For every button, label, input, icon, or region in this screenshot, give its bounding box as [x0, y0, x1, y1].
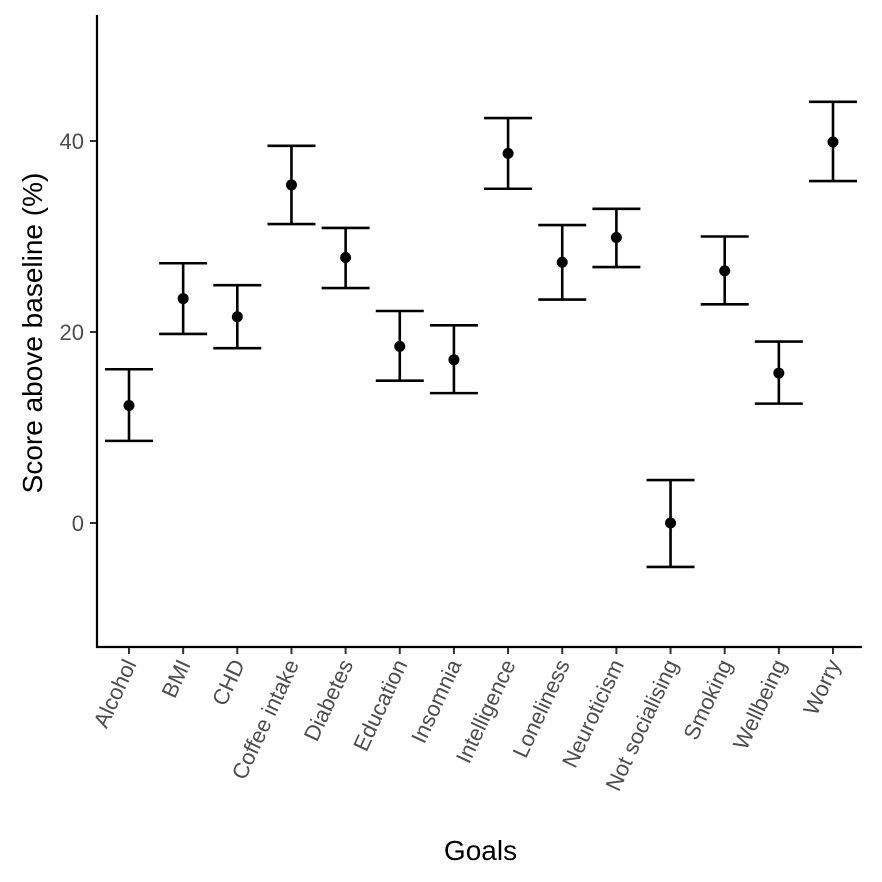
x-tick-label: Alcohol: [88, 656, 141, 732]
error-bar: [700, 235, 749, 306]
data-point: [177, 293, 189, 305]
data-point: [394, 340, 406, 352]
data-point: [285, 179, 297, 191]
data-point: [665, 517, 677, 529]
error-bar: [159, 261, 208, 336]
x-tick-label: Worry: [798, 656, 845, 719]
y-tick-label: 20: [60, 320, 84, 345]
error-bar: [538, 223, 587, 301]
y-tick-label: 0: [72, 511, 84, 536]
x-tick-label: Wellbeing: [728, 656, 791, 754]
x-tick-label: Diabetes: [299, 656, 358, 745]
x-tick-label: Insomnia: [406, 655, 467, 747]
y-tick-label: 40: [60, 129, 84, 154]
error-bar-series: [105, 100, 857, 569]
error-bar: [646, 478, 695, 569]
data-point: [719, 265, 731, 277]
x-tick-label: BMI: [156, 656, 195, 702]
x-tick-label: CHD: [207, 656, 250, 710]
error-bar: [213, 283, 262, 350]
error-bar: [484, 116, 533, 191]
x-axis-title: Goals: [444, 835, 517, 866]
error-bar: [105, 367, 153, 443]
error-bar: [809, 100, 857, 183]
data-point: [231, 311, 243, 323]
error-bar: [267, 144, 316, 226]
data-point: [340, 252, 352, 264]
data-point: [123, 400, 135, 412]
error-bar: [429, 324, 478, 395]
data-point: [827, 136, 839, 148]
error-bar: [321, 226, 370, 290]
x-tick-label: Smoking: [678, 656, 737, 744]
y-axis-ticks: 0 20 40: [60, 129, 97, 536]
data-point: [502, 147, 514, 159]
error-bar: [375, 309, 424, 383]
x-tick-label: Education: [348, 656, 412, 755]
y-axis-title: Score above baseline (%): [17, 173, 48, 494]
data-point: [773, 367, 785, 379]
data-point: [448, 354, 460, 366]
data-point: [556, 256, 568, 268]
error-bar: [754, 340, 803, 405]
data-point: [610, 231, 622, 243]
error-bar: [592, 207, 641, 269]
